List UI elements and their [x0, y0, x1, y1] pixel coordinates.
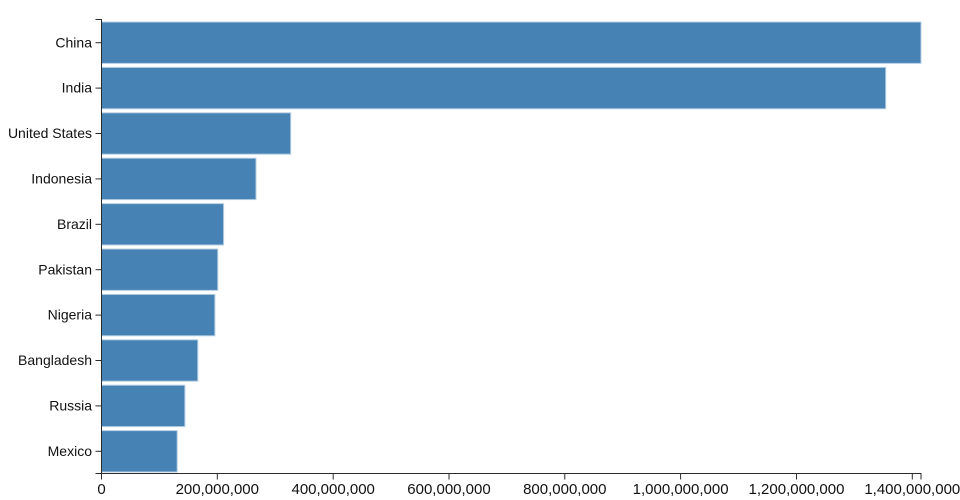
y-tick-label-india: India: [62, 80, 93, 96]
x-tick-label: 800,000,000: [523, 481, 606, 498]
bar-united-states: [101, 112, 292, 155]
y-tick-label-pakistan: Pakistan: [38, 261, 92, 277]
x-tick-label: 0: [97, 481, 105, 498]
y-tick-label-indonesia: Indonesia: [31, 171, 92, 187]
y-tick-label-russia: Russia: [49, 398, 92, 414]
x-axis-domain: [101, 473, 922, 480]
bar-russia: [101, 384, 186, 428]
y-tick-label-bangladesh: Bangladesh: [18, 352, 92, 368]
bar-brazil: [101, 203, 225, 246]
bars-group: [101, 21, 922, 473]
y-tick-label-brazil: Brazil: [57, 216, 92, 232]
x-tick-label: 1,000,000,000: [633, 481, 729, 498]
bar-india: [101, 66, 887, 110]
x-tick-label: 400,000,000: [291, 481, 374, 498]
x-tick-label: 200,000,000: [176, 481, 259, 498]
bar-nigeria: [101, 293, 216, 337]
bar-bangladesh: [101, 339, 199, 382]
y-tick-label-united-states: United States: [8, 125, 92, 141]
bar-china: [101, 21, 922, 64]
y-tick-label-china: China: [55, 34, 92, 50]
bar-mexico: [101, 430, 178, 473]
x-axis: 0 200,000,000 400,000,000 600,000,000 800,00…: [97, 473, 960, 498]
bar-indonesia: [101, 157, 257, 201]
y-tick-label-mexico: Mexico: [48, 443, 93, 459]
bar-pakistan: [101, 248, 219, 291]
y-axis: China India United States Indonesia Brazil Pa…: [8, 19, 102, 474]
x-tick-label: 1,200,000,000: [749, 481, 845, 498]
x-tick-label: 600,000,000: [407, 481, 490, 498]
x-tick-label: 1,400,000,000: [864, 481, 960, 498]
y-axis-domain: [95, 19, 102, 474]
y-tick-label-nigeria: Nigeria: [48, 307, 93, 323]
